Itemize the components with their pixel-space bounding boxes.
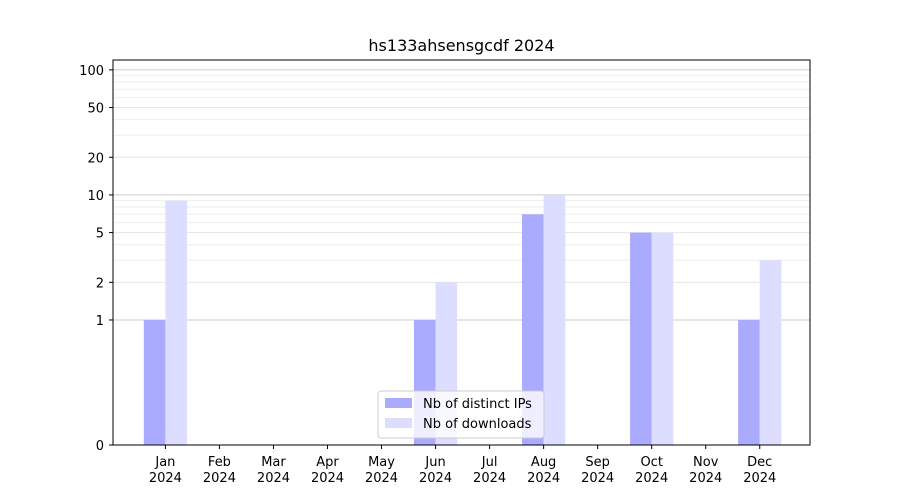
x-tick-label-year: 2024 xyxy=(527,471,560,486)
x-tick-label-year: 2024 xyxy=(635,471,668,486)
legend: Nb of distinct IPs Nb of downloads xyxy=(377,390,545,439)
plot-frame xyxy=(112,59,811,446)
x-tick-label-month: Oct xyxy=(640,455,662,470)
y-tick-label: 10 xyxy=(87,189,104,204)
legend-label: Nb of distinct IPs xyxy=(423,397,532,412)
bar-distinct-ips-aug xyxy=(522,214,544,445)
x-tick-label-year: 2024 xyxy=(365,471,398,486)
bar-distinct-ips-jan xyxy=(143,319,166,445)
y-tick-label: 50 xyxy=(87,102,104,117)
bar-downloads-oct xyxy=(651,232,674,445)
x-tick-label-year: 2024 xyxy=(257,471,290,486)
bar-distinct-ips-oct xyxy=(630,232,652,445)
x-tick-label-month: Sep xyxy=(585,455,610,470)
x-tick-label-year: 2024 xyxy=(311,471,344,486)
bar-downloads-jan xyxy=(165,200,188,445)
x-tick-label-year: 2024 xyxy=(743,471,776,486)
x-tick-label-year: 2024 xyxy=(473,471,506,486)
legend-box xyxy=(377,390,545,439)
bar-downloads-dec xyxy=(759,260,782,445)
y-tick-label: 5 xyxy=(96,227,104,242)
x-tick-label-month: Mar xyxy=(261,455,286,470)
x-tick-label-year: 2024 xyxy=(581,471,614,486)
y-tick-label: 100 xyxy=(79,64,104,79)
x-tick-label-year: 2024 xyxy=(149,471,182,486)
x-tick-label-month: Nov xyxy=(693,455,719,470)
bar-distinct-ips-dec xyxy=(738,319,760,445)
y-axis: 0 1 2 5 10 20 50 100 xyxy=(79,64,113,454)
legend-swatch xyxy=(385,418,412,428)
chart-title: hs133ahsensgcdf 2024 xyxy=(368,36,554,55)
x-tick-label-month: Dec xyxy=(747,455,772,470)
y-tick-label: 0 xyxy=(96,439,104,454)
x-tick-label-month: Jan xyxy=(154,455,175,470)
bar-downloads-aug xyxy=(543,194,566,445)
legend-label: Nb of downloads xyxy=(423,417,532,432)
x-tick-label-year: 2024 xyxy=(689,471,722,486)
x-tick-label-month: Aug xyxy=(531,455,556,470)
x-tick-label-month: Jun xyxy=(424,455,445,470)
x-tick-label-year: 2024 xyxy=(419,471,452,486)
x-axis: Jan2024Feb2024Mar2024Apr2024May2024Jun20… xyxy=(149,445,776,486)
y-tick-label: 20 xyxy=(87,151,104,166)
legend-swatch xyxy=(385,398,412,408)
x-tick-label-month: Jul xyxy=(481,455,498,470)
x-tick-label-month: May xyxy=(368,455,395,470)
y-tick-label: 1 xyxy=(96,314,104,329)
x-tick-label-month: Apr xyxy=(316,455,339,470)
x-tick-label-month: Feb xyxy=(208,455,231,470)
y-tick-label: 2 xyxy=(96,276,104,291)
x-tick-label-year: 2024 xyxy=(203,471,236,486)
grid-layer xyxy=(113,69,810,446)
